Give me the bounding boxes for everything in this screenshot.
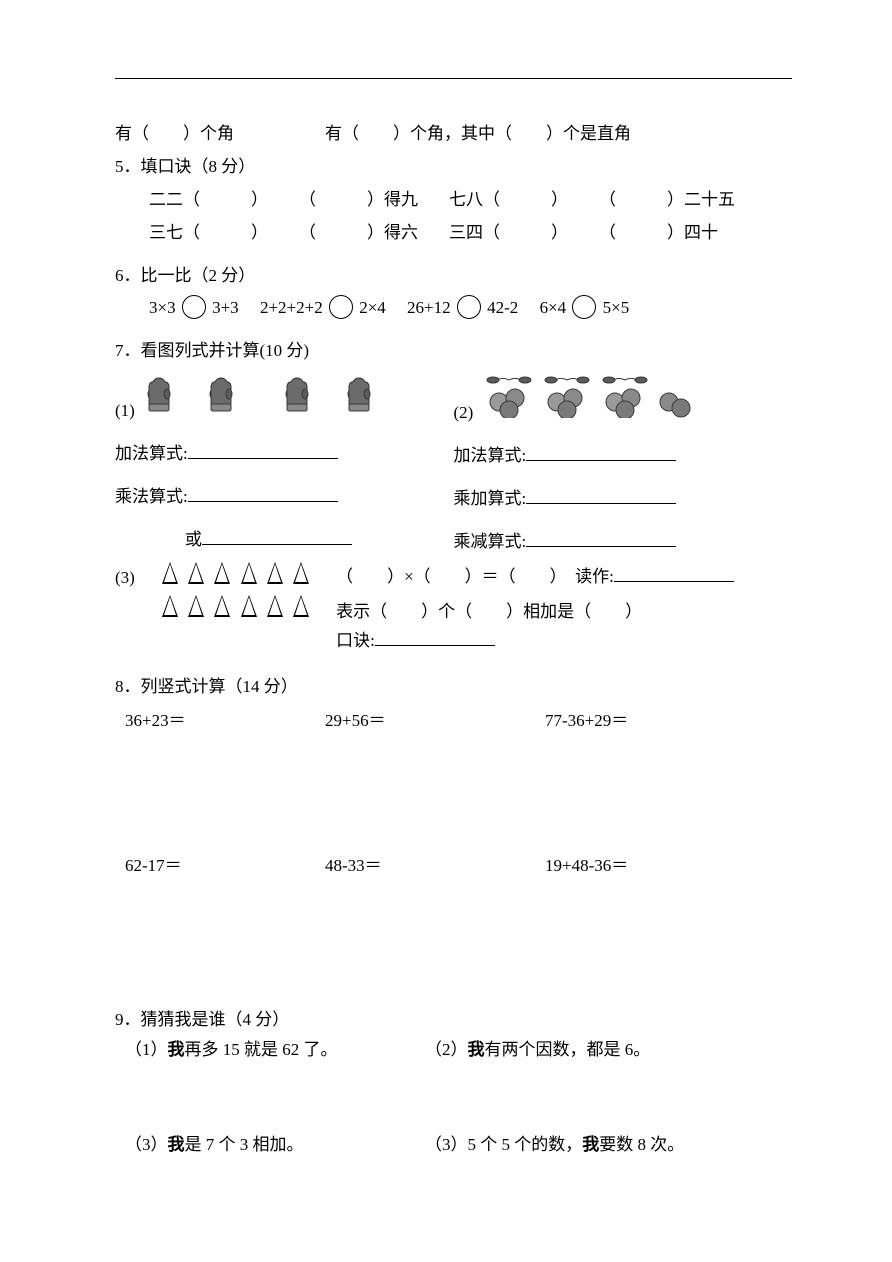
compare-circle-icon: [182, 295, 206, 319]
q5-r2-d: （ ）四十: [599, 219, 718, 248]
q8-title: 8．列竖式计算（14 分）: [115, 673, 792, 702]
blank-line: [188, 486, 338, 502]
q8-r2-c: 19+48-36＝: [545, 851, 628, 876]
triangle-icon: [267, 595, 283, 617]
q7-add-label: 加法算式:: [115, 444, 188, 463]
triangle-icon: [293, 595, 309, 617]
q5-row1: 二二（ ） （ ）得九 七八（ ） （ ）二十五: [115, 186, 792, 215]
q8-r1-b: 29+56＝: [325, 706, 545, 731]
q8-r2-b: 48-33＝: [325, 851, 545, 876]
q9-i1-pre: （1）: [125, 1040, 168, 1059]
triangle-icon: [214, 562, 230, 584]
blank-line: [614, 566, 734, 582]
blank-line: [375, 630, 495, 646]
q9-i1-post: 再多 15 就是 62 了。: [185, 1040, 338, 1059]
q9-i2-pre: （2）: [425, 1040, 468, 1059]
q8-r1-a: 36+23＝: [125, 706, 325, 731]
q6-a-r: 3+3: [212, 298, 239, 317]
berry-pair-icon: [655, 374, 695, 423]
mitten-pair-icon: [283, 374, 339, 421]
q7-title: 7．看图列式并计算(10 分): [115, 337, 792, 366]
angles-right: 有（ ）个角，其中（ ）个是直角: [325, 120, 631, 149]
blank-line: [188, 443, 338, 459]
blank-line: [526, 531, 676, 547]
q9-i3-post: 是 7 个 3 相加。: [185, 1135, 304, 1154]
worksheet-content: 有（ ）个角 有（ ）个角，其中（ ）个是直角 5．填口诀（8 分） 二二（ ）…: [115, 80, 792, 1155]
q5-r2-b: （ ）得六: [299, 219, 449, 248]
mitten-pair-icon: [345, 374, 401, 421]
triangle-icon: [162, 562, 178, 584]
triangle-icon: [241, 595, 257, 617]
q9-i3-pre: （3）: [125, 1135, 168, 1154]
q9-i3: （3）我是 7 个 3 相加。: [125, 1130, 425, 1155]
page-top-rule: [115, 78, 792, 79]
q9-i1-bold: 我: [168, 1040, 185, 1059]
q7-part3: (3): [115, 562, 792, 651]
triangle-icon: [188, 595, 204, 617]
berry-cluster-icon: [481, 374, 537, 423]
q7-muladd-label: 乘加算式:: [454, 489, 527, 508]
q7-mul-label: 乘法算式:: [115, 487, 188, 506]
berry-cluster-icon: [597, 374, 653, 423]
q5-r2-a: 三七（ ）: [149, 219, 299, 248]
q6-d-r: 5×5: [603, 298, 630, 317]
q6-title: 6．比一比（2 分）: [115, 262, 792, 291]
q8-r2-a: 62-17＝: [125, 851, 325, 876]
q9-i1: （1）我再多 15 就是 62 了。: [125, 1035, 425, 1060]
blank-line: [526, 445, 676, 461]
q9-i2-bold: 我: [468, 1040, 485, 1059]
q6-b-l: 2+2+2+2: [260, 298, 323, 317]
q7-add-label2: 加法算式:: [454, 446, 527, 465]
q9-i4: （3）5 个 5 个的数，我要数 8 次。: [425, 1130, 684, 1155]
q8-r1-c: 77-36+29＝: [545, 706, 628, 731]
q7-formula-label: 口诀:: [336, 631, 375, 650]
q9-i2-post: 有两个因数，都是 6。: [485, 1040, 651, 1059]
compare-circle-icon: [329, 295, 353, 319]
q9-i4-pre: （3）5 个 5 个的数，: [425, 1135, 582, 1154]
q7-or-label: 或: [185, 530, 202, 549]
q7-p2-label: (2): [454, 403, 474, 423]
angles-left: 有（ ）个角: [115, 120, 325, 149]
q6-d-l: 6×4: [540, 298, 567, 317]
q9-title: 9．猜猜我是谁（4 分）: [115, 1006, 792, 1035]
q5-r1-b: （ ）得九: [299, 186, 449, 215]
q7-mulsub-label: 乘减算式:: [454, 532, 527, 551]
q5-r1-a: 二二（ ）: [149, 186, 299, 215]
compare-circle-icon: [572, 295, 596, 319]
triangle-icon: [162, 595, 178, 617]
mitten-pair-icon: [207, 374, 263, 421]
q7-part2: (2) 加法算式: 乘加算式: 乘减算式:: [454, 374, 793, 552]
q9-i3-bold: 我: [168, 1135, 185, 1154]
triangle-icon: [293, 562, 309, 584]
compare-circle-icon: [457, 295, 481, 319]
q7-part1: (1) 加法算式: 乘法算式: 或: [115, 374, 454, 552]
mitten-pair-icon: [145, 374, 201, 421]
triangle-icon: [214, 595, 230, 617]
q9-i4-post: 要数 8 次。: [599, 1135, 684, 1154]
q5-r1-c: 七八（ ）: [449, 186, 599, 215]
q9-i4-bold: 我: [582, 1135, 599, 1154]
triangle-icon: [188, 562, 204, 584]
triangle-icon: [241, 562, 257, 584]
triangle-grid: [159, 562, 312, 628]
q6-c-r: 42-2: [487, 298, 518, 317]
q6-c-l: 26+12: [407, 298, 451, 317]
q5-row2: 三七（ ） （ ）得六 三四（ ） （ ）四十: [115, 219, 792, 248]
q6-items: 3×3 3+3 2+2+2+2 2×4 26+12 42-2 6×4 5×5: [115, 294, 792, 323]
q5-title: 5．填口诀（8 分）: [115, 153, 792, 182]
q7-p1-label: (1): [115, 401, 135, 421]
berry-cluster-icon: [539, 374, 595, 423]
q-angles-row: 有（ ）个角 有（ ）个角，其中（ ）个是直角: [115, 120, 792, 149]
triangle-icon: [267, 562, 283, 584]
q6-b-r: 2×4: [359, 298, 386, 317]
blank-line: [202, 529, 352, 545]
q7-meaning: 表示（ ）个（ ）相加是（ ）: [336, 597, 792, 622]
q6-a-l: 3×3: [149, 298, 176, 317]
q5-r2-c: 三四（ ）: [449, 219, 599, 248]
q5-r1-d: （ ）二十五: [599, 186, 735, 215]
q9-i2: （2）我有两个因数，都是 6。: [425, 1035, 650, 1060]
q7-p3-label: (3): [115, 562, 135, 588]
blank-line: [526, 488, 676, 504]
q7-expr: （ ）×（ ）＝（ ） 读作:: [336, 567, 614, 586]
